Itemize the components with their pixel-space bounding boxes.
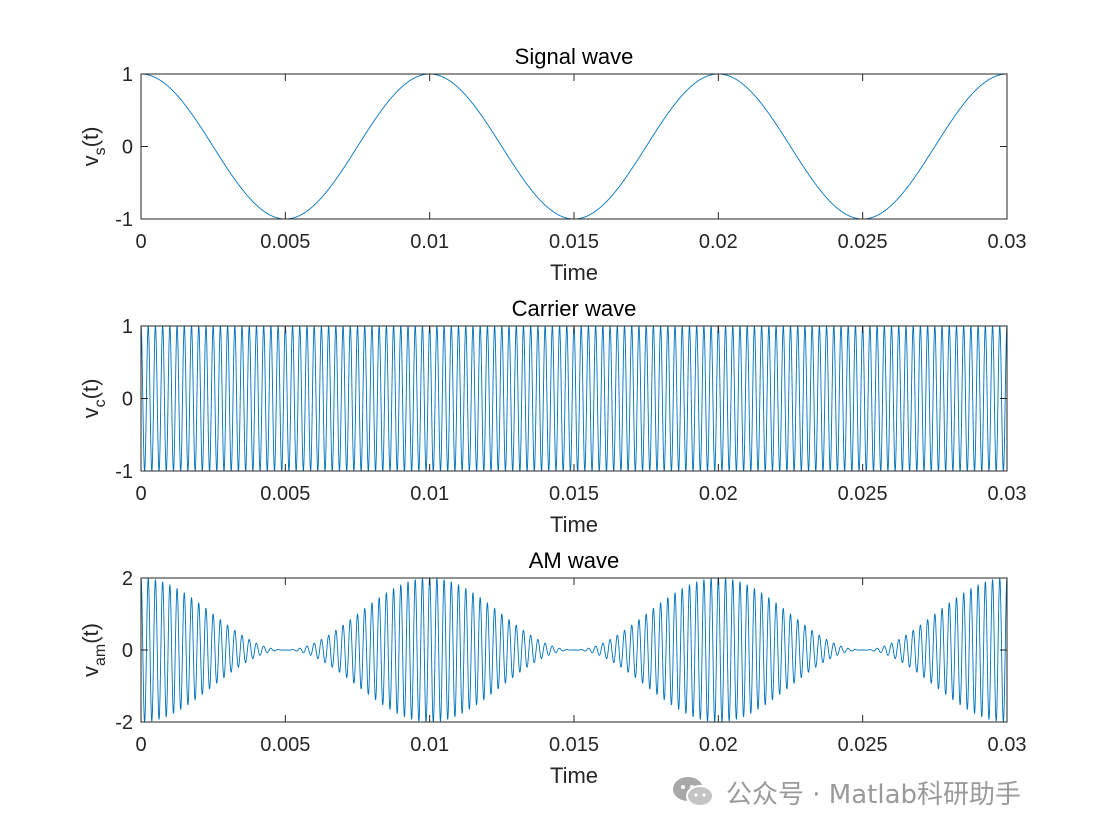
x-tick-label: 0.025 (838, 483, 888, 505)
y-tick-label: 1 (122, 64, 133, 86)
x-tick-label: 0.005 (260, 231, 310, 253)
chart-title: AM wave (529, 548, 619, 573)
x-tick-label: 0.02 (699, 734, 738, 756)
x-tick-label: 0.01 (410, 483, 449, 505)
x-tick-label: 0.03 (988, 231, 1027, 253)
y-axis-label: vs(t) (78, 127, 109, 167)
y-tick-label: -1 (115, 461, 133, 483)
chart-title: Carrier wave (512, 296, 637, 321)
x-tick-label: 0 (135, 483, 146, 505)
x-tick-label: 0.015 (549, 734, 599, 756)
y-axis-label: vc(t) (78, 379, 109, 419)
y-tick-label: 0 (122, 137, 133, 159)
y-axis-label: vam(t) (78, 623, 109, 677)
y-tick-label: 0 (122, 640, 133, 662)
axes-box (140, 325, 1008, 472)
series-line (140, 325, 1008, 472)
y-tick-label: -2 (115, 712, 133, 734)
x-tick-label: 0 (135, 734, 146, 756)
x-tick-label: 0.025 (838, 231, 888, 253)
x-tick-label: 0.03 (988, 734, 1027, 756)
x-tick-label: 0.02 (699, 483, 738, 505)
y-tick-label: 2 (122, 568, 133, 590)
x-tick-label: 0.01 (410, 734, 449, 756)
wechat-icon (673, 777, 714, 807)
subplot-2: 0 0.005 0.01 0.015 0.02 0.025 0.03-101Carrier … (78, 296, 1026, 537)
axes-box (140, 73, 1008, 220)
series-line (140, 73, 1008, 220)
watermark-text: 公众号 · Matlab科研助手 (726, 779, 1022, 810)
y-tick-label: 0 (122, 389, 133, 411)
x-tick-label: 0 (135, 231, 146, 253)
x-tick-label: 0.005 (260, 483, 310, 505)
watermark: 公众号 · Matlab科研助手 (670, 772, 1021, 812)
x-tick-label: 0.01 (410, 231, 449, 253)
x-axis-label: Time (550, 260, 598, 285)
x-tick-label: 0.015 (549, 483, 599, 505)
y-tick-label: -1 (115, 209, 133, 231)
x-tick-label: 0.015 (549, 231, 599, 253)
x-axis-label: Time (550, 763, 598, 788)
x-axis-label: Time (550, 512, 598, 537)
x-tick-label: 0.02 (699, 231, 738, 253)
x-tick-label: 0.03 (988, 483, 1027, 505)
x-tick-label: 0.025 (838, 734, 888, 756)
series-line (140, 577, 1008, 723)
y-tick-label: 1 (122, 316, 133, 338)
x-tick-label: 0.005 (260, 734, 310, 756)
chart-title: Signal wave (515, 44, 634, 69)
